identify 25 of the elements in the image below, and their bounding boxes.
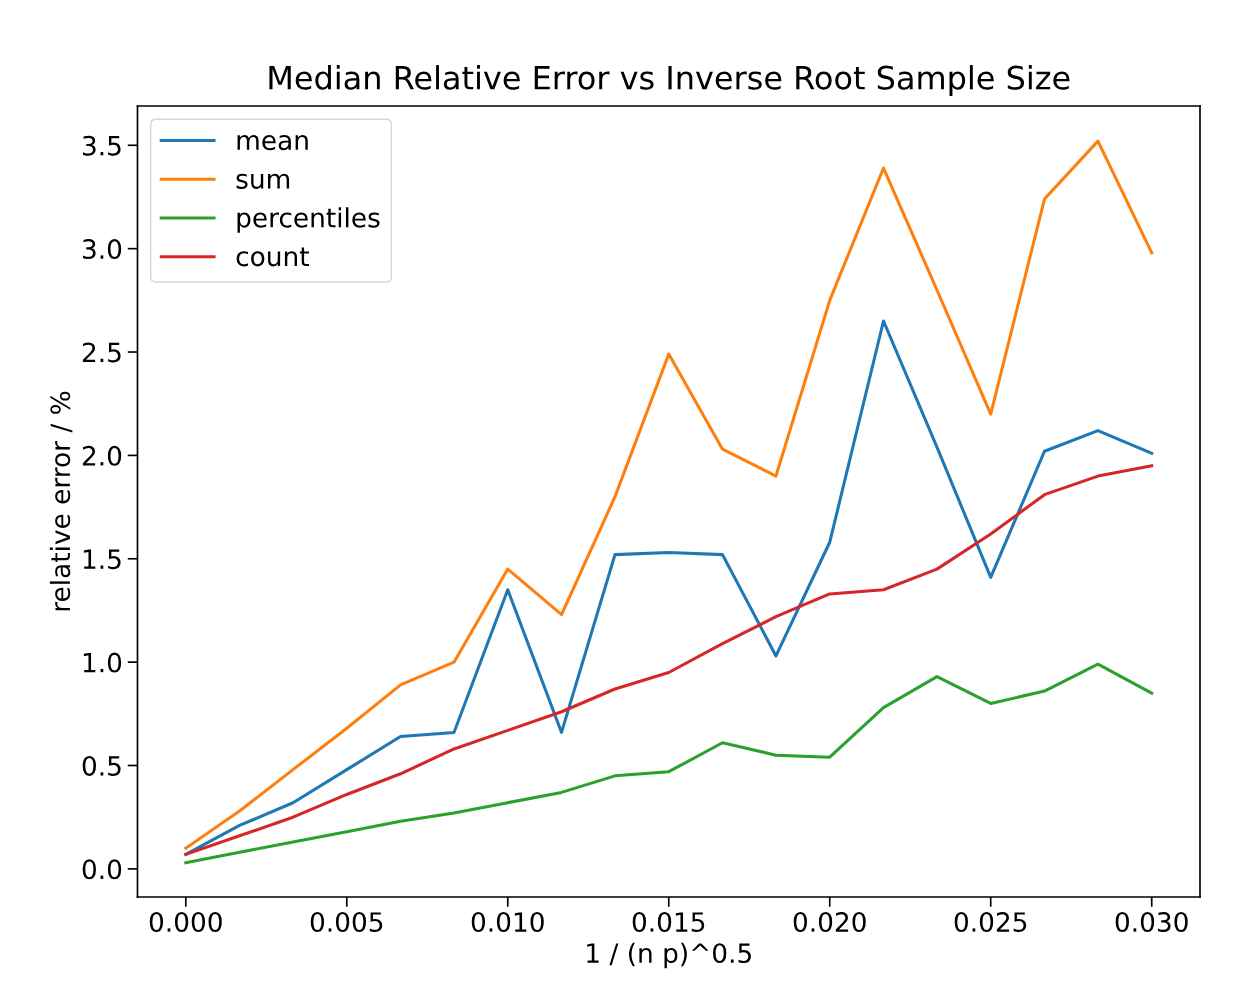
x-tick-label: 0.010	[471, 912, 544, 933]
x-tick-label: 0.000	[149, 912, 222, 933]
legend-label: sum	[236, 173, 290, 189]
x-axis-title: 1 / (n p)^0.5	[587, 942, 751, 969]
chart-title: Median Relative Error vs Inverse Root Sample Size	[269, 65, 1070, 96]
line-series	[184, 662, 1154, 865]
x-tick-label: 0.015	[632, 912, 705, 933]
x-tick-label: 0.005	[310, 912, 383, 933]
x-tick-label: 0.020	[793, 912, 866, 933]
y-tick-label: 3.5	[82, 135, 121, 156]
y-tick-label: 0.0	[82, 859, 122, 880]
legend-label: mean	[237, 135, 308, 151]
y-axis-title: relative error / %	[49, 391, 73, 611]
y-tick-label: 1.5	[83, 549, 121, 570]
legend-label: count	[236, 247, 309, 267]
legend-label: percentiles	[237, 207, 380, 233]
x-tick-label: 0.030	[1115, 912, 1188, 933]
line-series	[184, 319, 1154, 856]
y-tick-label: 2.0	[82, 445, 122, 466]
x-tick-label: 0.025	[954, 912, 1027, 933]
y-tick-label: 2.5	[82, 342, 121, 363]
line-series	[184, 464, 1154, 856]
y-tick-label: 0.5	[82, 755, 121, 776]
y-tick-label: 3.0	[82, 239, 122, 260]
y-tick-label: 1.0	[83, 652, 122, 673]
